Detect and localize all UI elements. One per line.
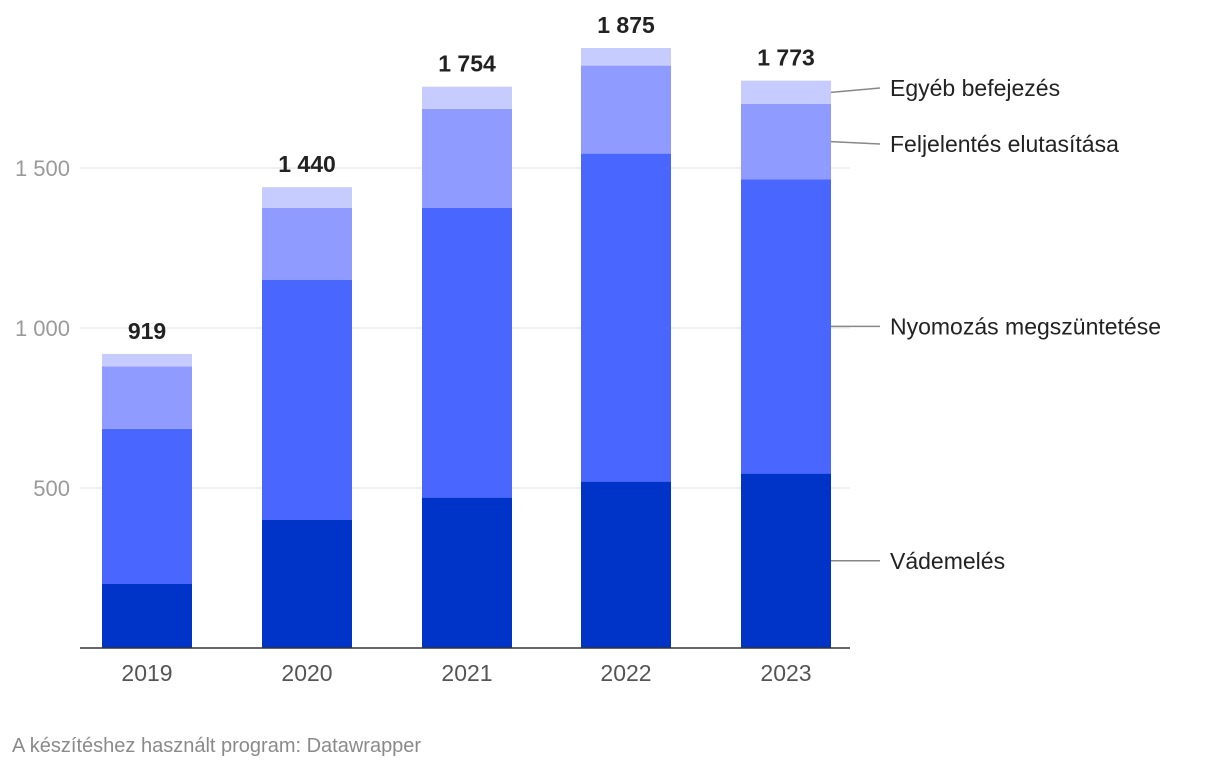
y-tick-label-500: 500 [33,476,70,501]
x-tick-label-2022: 2022 [600,660,651,686]
bar-2019-series-2 [102,366,192,429]
total-label-2021: 1 754 [438,51,496,77]
bar-2023-series-3 [741,80,831,104]
bar-2020-series-0 [262,520,352,648]
footer-credit: A készítéshez használt program: Datawrap… [12,735,422,757]
x-tick-label-2019: 2019 [121,660,172,686]
x-axis-tick-labels: 2019 2020 2021 2022 2023 [121,660,811,686]
series-label-connector-2 [830,140,881,145]
x-tick-label-2021: 2021 [441,660,492,686]
bar-2019-series-0 [102,584,192,648]
stacked-bar-chart: 500 1 000 1 500 2019 2020 2021 2022 2023 919 1 … [15,12,1161,686]
series-label-connector-3 [830,87,881,94]
total-label-2022: 1 875 [597,12,655,38]
x-tick-label-2023: 2023 [760,660,811,686]
bar-2020-series-2 [262,208,352,280]
bar-2022-series-2 [581,65,671,154]
bar-2020-series-1 [262,280,352,520]
total-label-2023: 1 773 [757,45,815,71]
series-label-3: Egyéb befejezés [890,75,1060,101]
bar-stacks [102,48,831,648]
bar-2021-series-0 [422,497,512,648]
x-tick-label-2020: 2020 [281,660,332,686]
bar-2019-series-3 [102,353,192,367]
bar-2022-series-1 [581,153,671,482]
series-labels: Vádemelés Nyomozás megszüntetése Feljelent… [830,75,1161,574]
total-labels: 919 1 440 1 754 1 875 1 773 [128,12,815,344]
series-label-0: Vádemelés [890,548,1005,574]
bar-2021-series-3 [422,86,512,109]
total-label-2019: 919 [128,318,166,344]
bar-2022-series-0 [581,481,671,648]
bar-2023-series-0 [741,473,831,648]
bar-2023-series-2 [741,104,831,180]
bar-2021-series-2 [422,108,512,208]
series-label-1: Nyomozás megszüntetése [890,313,1161,339]
bar-2020-series-3 [262,187,352,208]
bar-2019-series-1 [102,428,192,584]
bar-2021-series-1 [422,208,512,498]
y-tick-label-1000: 1 000 [15,316,70,341]
y-tick-label-1500: 1 500 [15,156,70,181]
total-label-2020: 1 440 [278,151,336,177]
bar-2022-series-3 [581,48,671,66]
y-axis-tick-labels: 500 1 000 1 500 [15,156,70,501]
bar-2023-series-1 [741,179,831,474]
series-label-2: Feljelentés elutasítása [890,131,1119,157]
